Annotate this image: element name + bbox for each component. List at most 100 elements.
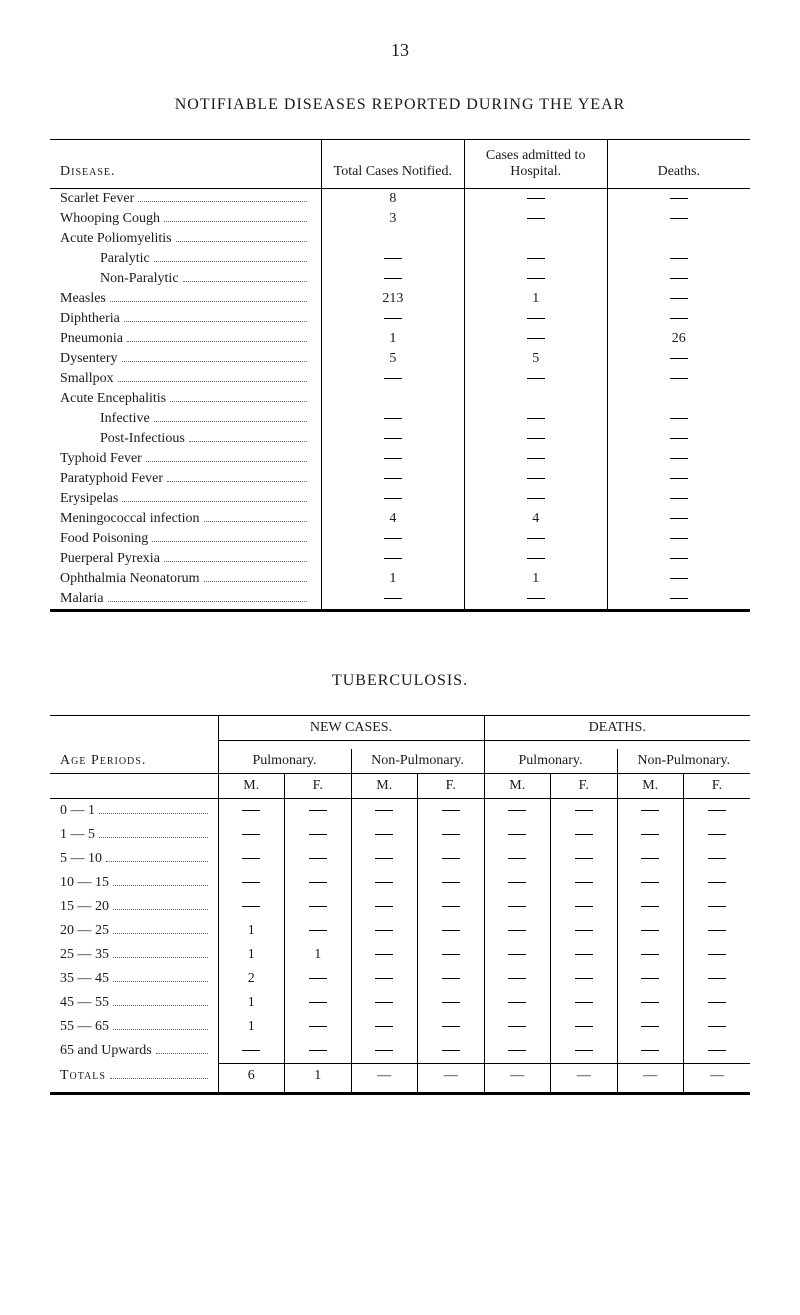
disease-name: Pneumonia [60, 331, 123, 347]
disease-value [464, 589, 607, 609]
disease-name-cell: Meningococcal infection [50, 509, 321, 529]
tb-value [351, 967, 418, 991]
tb-value [684, 895, 751, 919]
disease-row: Pneumonia126 [50, 329, 750, 349]
header-disease: Disease. [50, 140, 321, 189]
disease-name-cell: Non-Paralytic [50, 269, 321, 289]
tb-value [551, 823, 618, 847]
tb-value [418, 967, 485, 991]
tb-header-nonpulm-2: Non-Pulmonary. [617, 749, 750, 774]
tb-age-label: 25 — 35 [60, 947, 109, 963]
leader-dots [113, 933, 208, 934]
tb-value [418, 847, 485, 871]
disease-value [464, 209, 607, 229]
leader-dots [113, 957, 208, 958]
disease-row: Whooping Cough3 [50, 209, 750, 229]
disease-name-cell: Smallpox [50, 369, 321, 389]
disease-value [464, 189, 607, 210]
disease-value [607, 389, 750, 409]
disease-value: 4 [321, 509, 464, 529]
disease-row: Scarlet Fever8 [50, 189, 750, 210]
tuberculosis-table: NEW CASES. DEATHS. Age Periods. Pulmonar… [50, 716, 750, 1092]
disease-name: Acute Poliomyelitis [60, 231, 172, 247]
tb-value [351, 1015, 418, 1039]
disease-value [464, 249, 607, 269]
disease-value: 1 [464, 289, 607, 309]
tb-age-label: 10 — 15 [60, 875, 109, 891]
disease-value [321, 589, 464, 609]
tb-value [484, 1039, 551, 1064]
header-deaths: Deaths. [607, 140, 750, 189]
tb-age-label: 15 — 20 [60, 899, 109, 915]
disease-value [464, 449, 607, 469]
disease-value [464, 549, 607, 569]
tb-value [218, 799, 285, 824]
tb-value [484, 871, 551, 895]
disease-value [607, 189, 750, 210]
disease-name: Infective [100, 411, 150, 427]
tb-totals-label: Totals [50, 1064, 218, 1089]
page-number: 13 [50, 40, 750, 61]
disease-value [321, 269, 464, 289]
disease-value [464, 369, 607, 389]
disease-value: 1 [464, 569, 607, 589]
tb-row: 25 — 3511 [50, 943, 750, 967]
tb-value [617, 847, 684, 871]
disease-value [464, 409, 607, 429]
disease-name: Non-Paralytic [100, 271, 179, 287]
disease-value [607, 529, 750, 549]
leader-dots [189, 441, 307, 442]
leader-dots [127, 341, 307, 342]
tb-value [551, 847, 618, 871]
tb-header-age-periods: Age Periods. [50, 749, 218, 774]
notifiable-table-container: Disease. Total Cases Notified. Cases adm… [50, 139, 750, 612]
tb-value [684, 871, 751, 895]
tb-row: 15 — 20 [50, 895, 750, 919]
disease-value [464, 529, 607, 549]
disease-name-cell: Paratyphoid Fever [50, 469, 321, 489]
disease-value [321, 529, 464, 549]
tb-row: 10 — 15 [50, 871, 750, 895]
tb-value [484, 799, 551, 824]
tb-value [551, 991, 618, 1015]
tb-age-label: 0 — 1 [60, 803, 95, 819]
tb-value [285, 823, 352, 847]
tb-age-cell: 55 — 65 [50, 1015, 218, 1039]
disease-value [607, 369, 750, 389]
tb-value [285, 895, 352, 919]
tb-value [351, 991, 418, 1015]
tb-value [285, 991, 352, 1015]
tb-value [418, 1039, 485, 1064]
disease-value [607, 589, 750, 609]
leader-dots [122, 361, 307, 362]
leader-dots [154, 421, 307, 422]
leader-dots [108, 601, 307, 602]
tb-mf: F. [418, 774, 485, 799]
leader-dots [99, 813, 208, 814]
leader-dots [204, 581, 307, 582]
tb-age-cell: 15 — 20 [50, 895, 218, 919]
notifiable-table: Disease. Total Cases Notified. Cases adm… [50, 140, 750, 609]
tb-value [418, 1015, 485, 1039]
leader-dots [113, 1029, 208, 1030]
disease-value [464, 429, 607, 449]
tb-value: 1 [218, 991, 285, 1015]
tb-age-label: 1 — 5 [60, 827, 95, 843]
leader-dots [170, 401, 307, 402]
disease-name: Malaria [60, 591, 104, 607]
tb-age-cell: 0 — 1 [50, 799, 218, 824]
leader-dots [176, 241, 307, 242]
leader-dots [124, 321, 307, 322]
disease-value [321, 409, 464, 429]
leader-dots [152, 541, 307, 542]
disease-name-cell: Measles [50, 289, 321, 309]
disease-name: Meningococcal infection [60, 511, 200, 527]
tb-value: 1 [218, 943, 285, 967]
disease-row: Infective [50, 409, 750, 429]
disease-value [321, 489, 464, 509]
tb-value [684, 799, 751, 824]
disease-name-cell: Typhoid Fever [50, 449, 321, 469]
tb-value [418, 919, 485, 943]
tb-value: 2 [218, 967, 285, 991]
tb-total-val: — [551, 1064, 618, 1089]
